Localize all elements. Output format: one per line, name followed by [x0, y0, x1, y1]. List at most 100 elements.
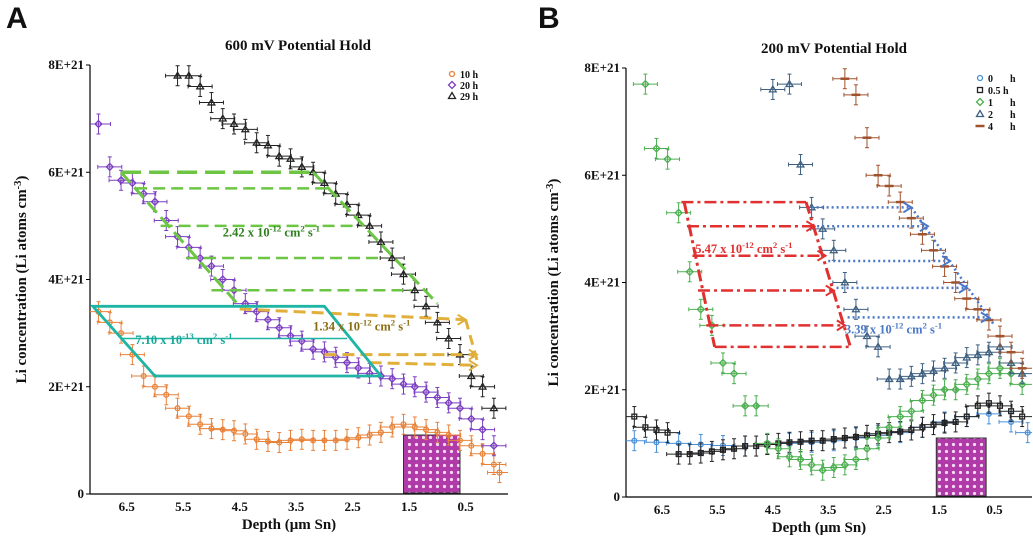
data-point	[468, 442, 475, 449]
data-point	[963, 413, 970, 420]
data-point	[399, 379, 408, 389]
series-0.5-h	[626, 392, 1032, 465]
data-point	[1008, 408, 1015, 415]
legend-label: 29 h	[460, 92, 479, 103]
y-tick-label: 8E+21	[584, 60, 620, 75]
teal-parallelogram	[89, 304, 384, 378]
data-point	[466, 414, 476, 424]
data-point	[207, 261, 216, 271]
legend-unit: h	[1010, 110, 1016, 121]
data-point	[984, 347, 994, 356]
data-point	[377, 429, 384, 436]
data-point	[444, 333, 454, 342]
data-point	[218, 275, 228, 284]
y-tick-label: 6E+21	[48, 164, 84, 179]
legend-label: 10 h	[460, 70, 479, 81]
y-tick-label: 2E+21	[584, 382, 620, 397]
x-tick-label: 5.5	[709, 502, 726, 517]
legend-label: 2	[988, 110, 993, 121]
y-tick-label: 0	[614, 489, 621, 504]
data-point	[197, 421, 204, 428]
data-point	[762, 439, 772, 448]
legend-marker	[448, 70, 456, 78]
x-tick-label: 3.5	[820, 502, 837, 517]
data-point	[686, 451, 693, 458]
data-point	[884, 422, 894, 432]
data-point	[918, 396, 927, 405]
arrow-head	[958, 282, 969, 294]
data-point	[410, 285, 420, 294]
legend-label: 0.5 h	[988, 86, 1009, 97]
data-point	[962, 352, 972, 361]
data-point	[421, 301, 431, 310]
data-point	[1017, 380, 1027, 389]
x-tick-label: 4.5	[765, 502, 782, 517]
chart-b-svg: 200 mV Potential Hold 0 2E+21 4E+21 6E+21 8E+…	[545, 41, 1032, 536]
data-point	[818, 465, 828, 475]
data-point	[332, 437, 339, 444]
legend-unit: h	[1010, 98, 1016, 109]
data-point	[674, 208, 683, 218]
y-axis-label: Li concentration (Li atoms cm-3)	[13, 176, 31, 384]
data-point	[862, 444, 872, 454]
diffusion-overlays: 2.42 x 10-12 cm2 s-1 1.34 x 10-12 cm2 s-1…	[89, 170, 479, 378]
data-point	[151, 383, 159, 390]
data-point	[297, 336, 307, 346]
data-point	[264, 438, 271, 445]
data-point	[240, 124, 250, 133]
data-point	[995, 363, 1005, 373]
data-point	[797, 438, 804, 445]
data-point	[768, 84, 778, 93]
data-point	[219, 426, 226, 433]
data-point	[928, 366, 939, 375]
x-tick-label: 6.5	[119, 499, 136, 514]
data-point	[851, 455, 861, 464]
data-point	[807, 460, 816, 470]
data-point	[996, 402, 1004, 409]
legend-marker	[976, 86, 984, 94]
data-point	[1024, 429, 1031, 436]
data-point	[229, 119, 239, 128]
data-point	[387, 374, 397, 384]
data-point	[729, 369, 739, 378]
data-point	[230, 427, 238, 434]
arrow-head	[980, 311, 991, 324]
data-point	[456, 437, 464, 444]
data-point	[297, 162, 307, 170]
data-point	[163, 391, 170, 398]
data-point	[641, 79, 650, 89]
y-tick-label: 6E+21	[584, 167, 620, 182]
data-point	[365, 221, 375, 229]
data-point	[105, 162, 115, 172]
data-point	[195, 81, 205, 90]
data-point	[298, 436, 305, 443]
data-point	[319, 178, 329, 187]
x-axis-label: Depth (μm Sn)	[772, 520, 866, 536]
arrow-head	[816, 249, 828, 262]
green-front-line	[312, 171, 439, 305]
data-point	[751, 401, 761, 411]
data-point	[421, 387, 431, 397]
data-point	[118, 330, 125, 337]
sn-substrate-box	[935, 437, 987, 497]
data-point	[818, 224, 828, 232]
data-point	[387, 253, 397, 262]
y-tick-label: 0	[78, 486, 85, 501]
legend-marker	[447, 91, 457, 100]
data-point	[263, 140, 273, 149]
data-point	[906, 371, 916, 380]
data-point	[897, 428, 904, 435]
data-point	[973, 350, 983, 358]
legend-label: 0	[988, 74, 993, 85]
data-point	[274, 323, 284, 333]
data-point	[353, 210, 363, 219]
data-point	[94, 119, 103, 129]
data-point	[819, 437, 826, 444]
data-point	[852, 433, 859, 440]
data-point	[830, 436, 837, 443]
data-point	[696, 304, 706, 314]
data-point	[786, 439, 793, 446]
data-point	[331, 352, 341, 362]
data-point	[895, 412, 905, 421]
data-point	[652, 144, 661, 153]
